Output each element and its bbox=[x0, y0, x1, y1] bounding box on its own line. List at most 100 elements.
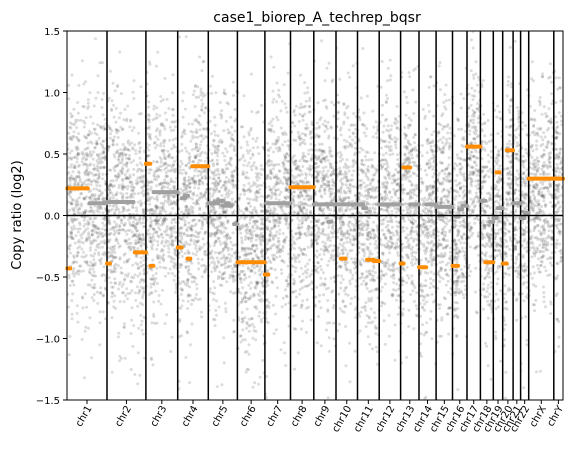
data-point bbox=[189, 228, 193, 232]
data-point bbox=[309, 197, 313, 201]
data-point bbox=[161, 255, 165, 259]
data-point bbox=[171, 138, 175, 142]
data-point bbox=[303, 232, 307, 236]
data-point bbox=[82, 163, 85, 167]
data-point bbox=[81, 104, 85, 108]
data-point bbox=[76, 101, 80, 104]
data-point bbox=[79, 264, 83, 268]
data-point bbox=[172, 180, 176, 184]
data-point bbox=[330, 192, 334, 196]
data-point bbox=[93, 261, 97, 265]
data-point bbox=[214, 151, 218, 155]
data-point bbox=[368, 249, 372, 253]
data-point bbox=[114, 262, 118, 266]
data-point bbox=[345, 232, 349, 235]
data-point bbox=[245, 321, 249, 324]
data-point bbox=[72, 107, 76, 111]
data-point bbox=[87, 190, 91, 194]
data-point bbox=[222, 88, 226, 92]
data-point bbox=[92, 254, 95, 258]
data-point bbox=[149, 291, 153, 295]
data-point bbox=[87, 270, 91, 274]
data-point bbox=[164, 239, 168, 243]
data-point bbox=[245, 189, 249, 193]
data-point bbox=[243, 224, 247, 228]
data-point bbox=[213, 123, 217, 127]
data-point bbox=[95, 133, 99, 136]
data-point bbox=[238, 226, 242, 230]
data-point bbox=[114, 306, 118, 310]
data-point bbox=[195, 119, 199, 123]
data-point bbox=[151, 233, 155, 237]
data-point bbox=[210, 261, 214, 264]
data-point bbox=[128, 125, 132, 129]
data-point bbox=[257, 176, 261, 180]
data-point bbox=[287, 139, 290, 143]
data-point bbox=[213, 130, 216, 134]
data-point bbox=[300, 194, 304, 198]
data-point bbox=[272, 220, 276, 224]
data-point bbox=[216, 154, 220, 158]
data-point bbox=[259, 167, 263, 171]
data-point bbox=[85, 163, 89, 167]
data-point bbox=[116, 241, 120, 245]
data-point bbox=[166, 149, 170, 153]
data-point bbox=[69, 232, 73, 236]
data-point bbox=[286, 71, 290, 75]
data-point bbox=[73, 163, 77, 167]
data-point bbox=[275, 255, 279, 259]
data-point bbox=[166, 194, 170, 198]
data-point bbox=[307, 305, 311, 309]
data-point bbox=[332, 304, 336, 307]
data-point bbox=[120, 284, 124, 288]
data-point bbox=[344, 268, 348, 272]
data-point bbox=[332, 337, 336, 341]
data-point bbox=[116, 149, 120, 153]
data-point bbox=[161, 288, 164, 292]
data-point bbox=[159, 302, 163, 306]
data-point bbox=[247, 317, 251, 321]
data-point bbox=[211, 194, 214, 198]
data-point bbox=[187, 272, 191, 276]
data-point bbox=[161, 222, 165, 226]
data-point bbox=[281, 244, 285, 248]
data-point bbox=[152, 281, 156, 285]
data-point bbox=[132, 220, 135, 224]
data-point bbox=[217, 261, 221, 265]
data-point bbox=[250, 211, 254, 215]
data-point bbox=[155, 160, 159, 164]
data-point bbox=[152, 104, 156, 108]
data-point bbox=[285, 295, 289, 299]
data-point bbox=[226, 219, 230, 223]
data-point bbox=[97, 246, 101, 250]
data-point bbox=[157, 168, 161, 172]
data-point bbox=[110, 316, 114, 320]
data-point bbox=[233, 251, 237, 255]
data-point bbox=[80, 59, 84, 63]
data-point bbox=[136, 247, 140, 251]
data-point bbox=[110, 285, 114, 289]
data-point bbox=[152, 172, 156, 176]
data-point bbox=[252, 181, 256, 184]
data-point bbox=[70, 231, 73, 235]
data-point bbox=[200, 69, 204, 73]
data-point bbox=[70, 122, 74, 126]
data-point bbox=[247, 161, 251, 165]
data-point bbox=[146, 191, 150, 194]
data-point bbox=[163, 111, 167, 115]
data-point bbox=[191, 130, 195, 134]
data-point bbox=[306, 245, 310, 249]
data-point bbox=[200, 275, 204, 279]
data-point bbox=[163, 230, 166, 234]
data-point bbox=[115, 229, 119, 233]
data-point bbox=[71, 178, 75, 181]
data-point bbox=[300, 279, 304, 283]
data-point bbox=[165, 118, 169, 122]
data-point bbox=[122, 326, 126, 329]
data-point bbox=[241, 319, 245, 323]
data-point bbox=[277, 145, 281, 149]
data-point bbox=[304, 127, 308, 131]
data-point bbox=[166, 201, 170, 204]
data-point bbox=[117, 116, 121, 120]
data-point bbox=[75, 260, 79, 264]
